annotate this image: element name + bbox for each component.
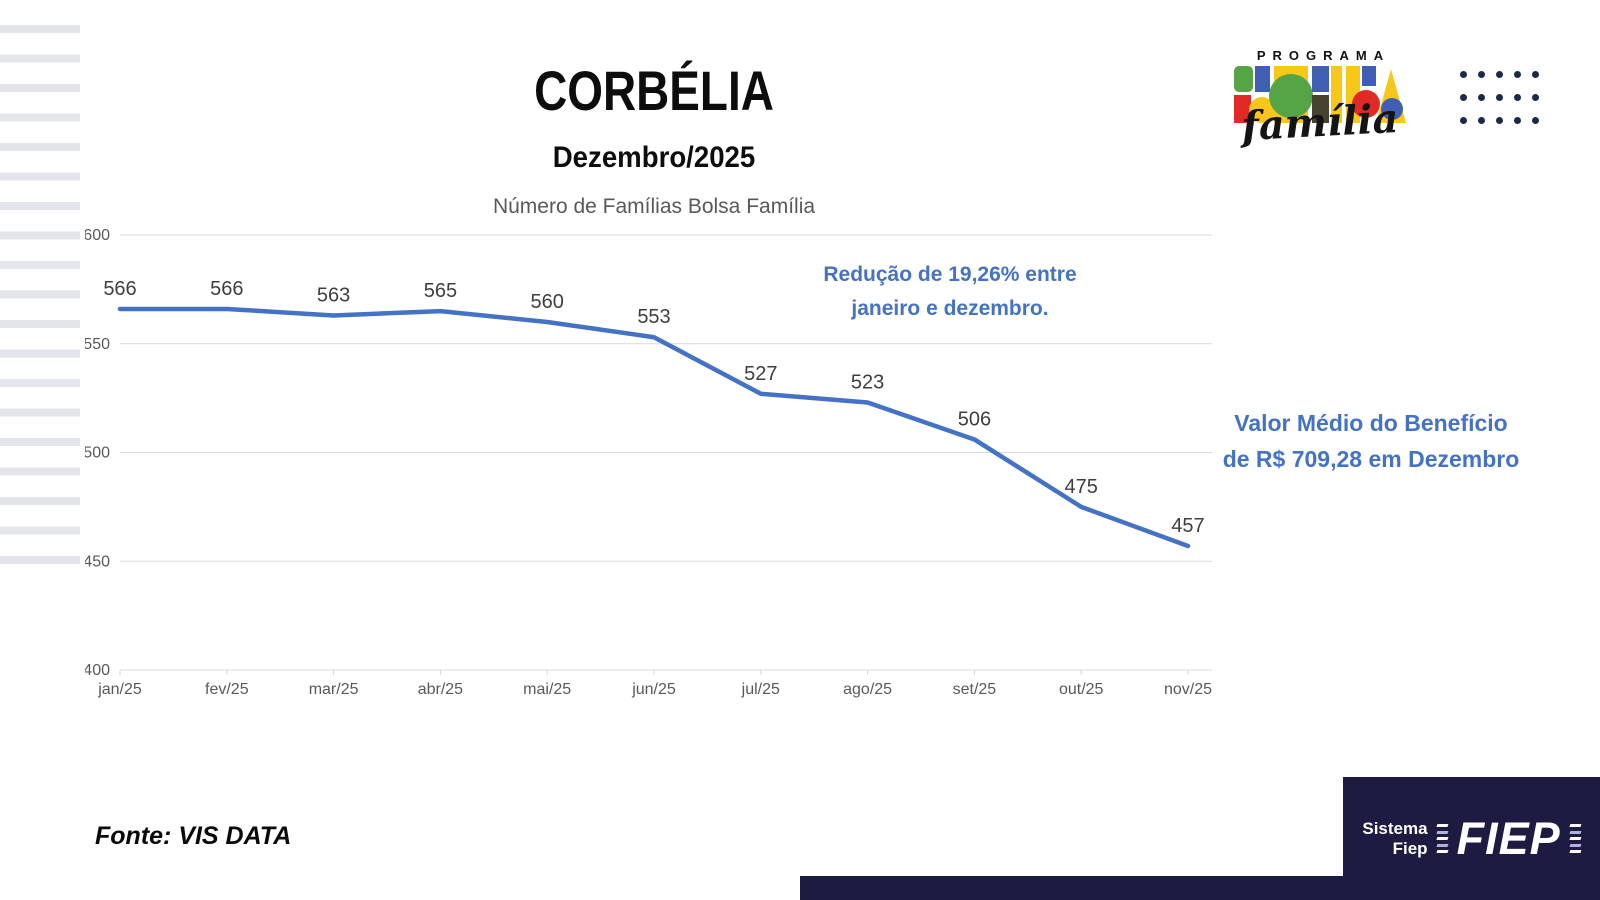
svg-text:500: 500 <box>85 445 110 462</box>
fiep-acronym-label: FIEP <box>1456 812 1561 864</box>
svg-text:set/25: set/25 <box>953 681 997 698</box>
svg-text:475: 475 <box>1065 476 1098 498</box>
header: CORBÉLIA Dezembro/2025 Número de Família… <box>120 58 1188 219</box>
fiep-sistema-label: Sistema Fiep <box>1362 819 1427 858</box>
svg-text:mar/25: mar/25 <box>309 681 359 698</box>
bolsa-familia-logo: PROGRAMA família <box>1224 48 1416 150</box>
svg-text:jan/25: jan/25 <box>97 681 142 698</box>
svg-text:jun/25: jun/25 <box>631 681 676 698</box>
svg-text:600: 600 <box>85 227 110 244</box>
svg-text:523: 523 <box>851 371 884 393</box>
fiep-sistema-line2: Fiep <box>1392 838 1428 858</box>
svg-text:jul/25: jul/25 <box>741 681 780 698</box>
avg-benefit-annotation: Valor Médio do Benefício de R$ 709,28 em… <box>1195 406 1547 477</box>
line-chart: 400 450 500 550 600 jan/25 fev/25 mar/25 abr/25 m… <box>85 227 1212 698</box>
svg-text:560: 560 <box>531 291 564 313</box>
bolsa-wordmark-icon <box>1234 66 1406 123</box>
svg-text:563: 563 <box>317 284 350 306</box>
svg-text:mai/25: mai/25 <box>523 681 571 698</box>
svg-text:565: 565 <box>424 280 457 302</box>
svg-text:nov/25: nov/25 <box>1164 681 1212 698</box>
dots-pattern-icon <box>1460 71 1539 124</box>
svg-text:550: 550 <box>85 336 110 353</box>
decorative-stripes <box>0 25 80 573</box>
svg-text:457: 457 <box>1171 515 1204 537</box>
familia-script-label: família <box>1240 94 1400 151</box>
svg-text:400: 400 <box>85 662 110 679</box>
fiep-dashes-icon <box>1436 824 1448 853</box>
programa-label: PROGRAMA <box>1256 48 1391 63</box>
svg-text:abr/25: abr/25 <box>418 681 463 698</box>
svg-text:506: 506 <box>958 408 991 430</box>
chart-title: Número de Famílias Bolsa Família <box>492 195 816 218</box>
reduction-annotation: Redução de 19,26% entre janeiro e dezemb… <box>790 258 1110 325</box>
page-title: CORBÉLIA <box>534 59 774 122</box>
svg-text:553: 553 <box>637 306 670 328</box>
page-subtitle: Dezembro/2025 <box>552 141 756 174</box>
svg-text:fev/25: fev/25 <box>205 681 249 698</box>
svg-text:527: 527 <box>744 363 777 385</box>
source-note: Fonte: VIS DATA <box>95 822 292 850</box>
svg-text:450: 450 <box>85 553 110 570</box>
svg-text:566: 566 <box>103 278 136 300</box>
svg-text:ago/25: ago/25 <box>843 681 892 698</box>
reduction-annotation-line1: Redução de 19,26% entre <box>823 263 1077 286</box>
reduction-annotation-line2: janeiro e dezembro. <box>851 296 1049 320</box>
svg-text:out/25: out/25 <box>1059 681 1104 698</box>
svg-text:566: 566 <box>210 278 243 300</box>
fiep-sistema-line1: Sistema <box>1362 818 1428 838</box>
fiep-dashes-icon <box>1569 824 1582 853</box>
avg-benefit-annotation-line1: Valor Médio do Benefício <box>1234 410 1508 436</box>
avg-benefit-annotation-line2: de R$ 709,28 em Dezembro <box>1222 445 1520 472</box>
bottom-bar <box>800 876 1600 900</box>
